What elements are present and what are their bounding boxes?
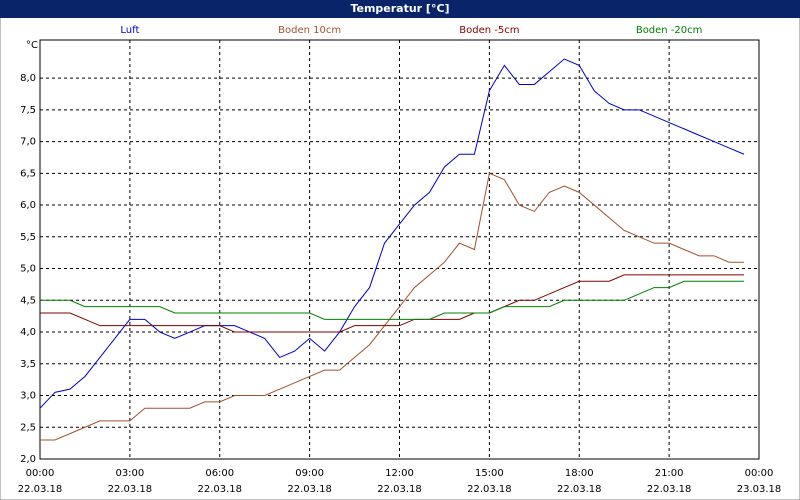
x-tick-label: 00:00 [26,468,55,479]
x-tick-date: 22.03.18 [377,484,422,495]
series-line [40,274,745,333]
y-tick-label: 8,0 [20,73,36,84]
title-bar [0,0,800,18]
y-tick-label: 7,0 [20,137,36,148]
chart-title: Temperatur [°C] [350,2,449,15]
x-tick-date: 22.03.18 [467,484,512,495]
legend-entry: Luft [120,25,139,36]
legend-entry: Boden -20cm [636,25,703,36]
y-tick-label: 3,5 [20,359,36,370]
legend-entry: Boden 10cm [278,25,341,36]
x-tick-date: 22.03.18 [18,484,63,495]
x-tick-label: 03:00 [115,468,144,479]
y-tick-label: 6,5 [20,168,36,179]
y-axis-label: °C [26,40,38,51]
x-tick-label: 00:00 [745,468,774,479]
series-line [40,280,745,320]
x-tick-date: 22.03.18 [557,484,602,495]
x-tick-date: 22.03.18 [287,484,332,495]
legend-entry: Boden -5cm [459,25,519,36]
x-tick-date: 22.03.18 [197,484,242,495]
y-tick-label: 2,5 [20,422,36,433]
x-tick-label: 15:00 [475,468,504,479]
y-tick-label: 3,0 [20,391,36,402]
y-tick-label: 2,0 [20,454,36,465]
x-tick-label: 21:00 [655,468,684,479]
y-tick-label: 4,5 [20,295,36,306]
y-tick-label: 5,0 [20,264,36,275]
x-tick-label: 18:00 [565,468,594,479]
y-tick-label: 7,5 [20,105,36,116]
x-tick-date: 23.03.18 [737,484,782,495]
x-tick-label: 09:00 [295,468,324,479]
x-tick-label: 12:00 [385,468,414,479]
x-tick-date: 22.03.18 [647,484,692,495]
plot-border [39,39,760,460]
series-line [39,58,745,409]
x-tick-date: 22.03.18 [108,484,153,495]
series-line [40,172,745,441]
y-tick-label: 4,0 [20,327,36,338]
y-tick-label: 6,0 [20,200,36,211]
x-tick-label: 06:00 [205,468,234,479]
y-tick-label: 5,5 [20,232,36,243]
